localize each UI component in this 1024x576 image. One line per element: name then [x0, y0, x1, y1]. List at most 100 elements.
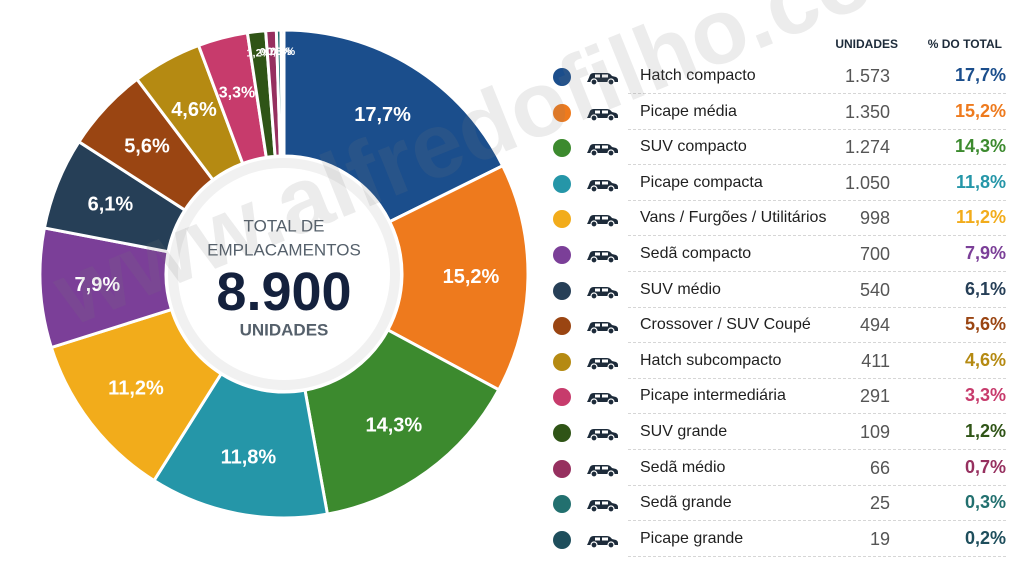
- legend-row: Vans / Furgões / Utilitários 998 11,2%: [540, 202, 1006, 237]
- legend-swatch: [553, 68, 571, 86]
- legend-row: Crossover / SUV Coupé 494 5,6%: [540, 309, 1006, 344]
- legend-pct: 11,2%: [955, 207, 1006, 228]
- legend-row: SUV grande 109 1,2%: [540, 416, 1006, 450]
- legend-swatch: [553, 530, 571, 549]
- legend-units: 494: [859, 315, 890, 336]
- legend-pct: 3,3%: [964, 385, 1006, 406]
- legend-pct: 11,8%: [955, 171, 1006, 192]
- legend-pct: 4,6%: [964, 349, 1006, 370]
- legend-units: 25: [869, 493, 890, 514]
- center-unit: UNIDADES: [240, 321, 329, 340]
- slice-label-0: 17,7%: [354, 104, 411, 126]
- legend-row: Sedã médio 66 0,7%: [540, 452, 1006, 486]
- legend-units: 19: [869, 528, 890, 549]
- legend-units: 700: [859, 244, 890, 264]
- slice-label-4: 11,2%: [108, 377, 164, 399]
- legend-swatch: [553, 424, 571, 442]
- legend-label: Sedã grande: [640, 494, 732, 512]
- legend-units: 411: [861, 350, 890, 371]
- legend-swatch: [553, 210, 571, 229]
- car-icon: [585, 495, 619, 513]
- legend-pct: 0,2%: [964, 527, 1006, 548]
- legend-units: 1.350: [844, 101, 890, 122]
- legend-pct: 7,9%: [964, 243, 1006, 263]
- row-divider: [628, 128, 1006, 130]
- legend-label: Sedã médio: [640, 458, 726, 476]
- row-divider: [628, 306, 1006, 308]
- donut-slice-0: [282, 28, 505, 224]
- row-divider: [628, 520, 1006, 522]
- legend-pct: 5,6%: [964, 314, 1006, 335]
- legend-swatch: [553, 139, 571, 158]
- legend-label: Hatch subcompacto: [640, 351, 782, 369]
- row-divider: [628, 449, 1006, 450]
- row-divider: [628, 555, 1006, 557]
- column-header-units: UNIDADES: [835, 37, 898, 51]
- legend-units: 998: [859, 208, 890, 229]
- legend-label: Picape compacta: [640, 173, 763, 191]
- legend-pct: 14,3%: [954, 136, 1006, 157]
- legend-pct: 1,2%: [964, 421, 1006, 441]
- row-divider: [628, 164, 1006, 166]
- row-divider: [628, 199, 1006, 201]
- slice-label-3: 11,8%: [221, 447, 277, 469]
- legend-units: 540: [859, 279, 890, 300]
- legend-swatch: [553, 103, 571, 122]
- legend-units: 109: [859, 422, 890, 442]
- car-icon: [585, 246, 619, 264]
- legend-pct: 15,2%: [954, 100, 1006, 121]
- legend-row: SUV médio 540 6,1%: [540, 274, 1006, 308]
- legend-swatch: [553, 317, 571, 336]
- legend-units: 1.274: [844, 137, 890, 158]
- legend-row: SUV compacto 1.274 14,3%: [540, 131, 1006, 166]
- legend-label: Vans / Furgões / Utilitários: [640, 209, 827, 227]
- legend-units: 1.050: [844, 172, 890, 193]
- legend-row: Hatch subcompacto 411 4,6%: [540, 345, 1006, 379]
- car-icon: [585, 424, 619, 442]
- column-header-pct: % DO TOTAL: [927, 37, 1002, 51]
- legend-row: Picape média 1.350 15,2%: [540, 96, 1006, 130]
- center-total: 8.900: [216, 262, 351, 322]
- row-divider: [628, 235, 1006, 237]
- slice-label-7: 5,6%: [124, 136, 170, 158]
- legend-swatch: [553, 459, 571, 478]
- legend-pct: 17,7%: [954, 65, 1006, 85]
- slice-label-12: 0,3%: [267, 46, 292, 58]
- legend-swatch: [553, 246, 571, 264]
- legend-label: SUV médio: [640, 280, 721, 298]
- car-icon: [585, 317, 619, 335]
- legend-row: Picape intermediária 291 3,3%: [540, 380, 1006, 415]
- slice-label-5: 7,9%: [75, 274, 121, 296]
- legend-label: Crossover / SUV Coupé: [640, 316, 811, 334]
- center-line1: TOTAL DE: [244, 217, 325, 236]
- legend-swatch: [553, 281, 571, 300]
- legend-table: UNIDADES % DO TOTAL Hatch compacto 1.573 1…: [540, 0, 1024, 576]
- slice-label-1: 15,2%: [443, 266, 500, 288]
- legend-pct: 0,7%: [964, 456, 1006, 477]
- car-icon: [585, 175, 619, 193]
- legend-label: Picape intermediária: [640, 387, 786, 405]
- donut-slice-13: [279, 28, 286, 158]
- legend-row: Sedã grande 25 0,3%: [540, 487, 1006, 522]
- legend-row: Picape grande 19 0,2%: [540, 523, 1006, 557]
- center-disc: [178, 168, 390, 380]
- legend-units: 291: [859, 386, 890, 407]
- legend-label: Picape grande: [640, 529, 744, 547]
- slice-label-8: 4,6%: [171, 99, 217, 121]
- car-icon: [585, 353, 619, 371]
- slice-label-6: 6,1%: [88, 193, 134, 215]
- legend-label: SUV compacto: [640, 138, 747, 156]
- car-icon: [585, 104, 619, 122]
- legend-units: 66: [869, 457, 890, 478]
- row-divider: [628, 484, 1006, 486]
- legend-label: SUV grande: [640, 423, 728, 440]
- row-divider: [628, 377, 1006, 379]
- legend-swatch: [553, 495, 571, 514]
- slice-label-13: 0,2%: [270, 46, 295, 58]
- legend-label: Hatch compacto: [640, 67, 756, 84]
- legend-swatch: [553, 174, 571, 193]
- slice-label-10: 1,2%: [246, 47, 271, 59]
- legend-pct: 6,1%: [964, 278, 1006, 299]
- legend-swatch: [553, 388, 571, 407]
- legend-row: Hatch compacto 1.573 17,7%: [540, 60, 1006, 94]
